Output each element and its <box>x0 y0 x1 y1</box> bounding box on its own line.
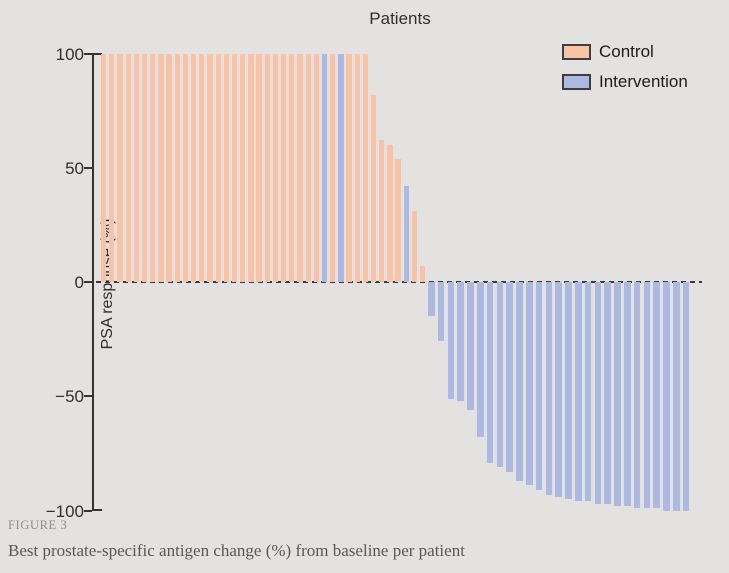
patient-bar-control <box>240 53 246 282</box>
legend-item-control: Control <box>562 42 688 62</box>
patient-bar-control <box>346 53 352 282</box>
figure-caption: Best prostate-specific antigen change (%… <box>8 541 465 560</box>
patient-bar-control <box>248 53 254 282</box>
patient-bar-control <box>370 94 377 282</box>
patient-bar-intervention <box>477 282 484 438</box>
patient-bar-control <box>330 53 336 282</box>
patient-bar-intervention <box>633 282 641 509</box>
patient-bar-control <box>289 53 295 282</box>
zero-baseline-dashed <box>96 281 702 283</box>
y-axis-spine <box>92 53 94 511</box>
patient-bar-control <box>150 53 156 282</box>
patient-bar-control <box>354 53 360 282</box>
y-tick-label: −50 <box>55 387 84 407</box>
patient-bar-intervention <box>506 282 513 472</box>
patient-bar-control <box>158 53 164 282</box>
y-tick-label: 50 <box>65 158 84 178</box>
patient-bar-control <box>125 53 131 282</box>
patient-bar-control <box>190 53 197 282</box>
patient-bar-intervention <box>437 282 445 342</box>
patient-bar-intervention <box>526 282 533 486</box>
axis-bottom-cap <box>92 509 102 511</box>
patient-bar-intervention <box>673 282 680 511</box>
y-tick-label: −100 <box>45 501 84 521</box>
patient-bar-intervention <box>565 282 572 500</box>
patient-bar-control <box>395 158 401 282</box>
patient-bar-intervention <box>338 53 344 282</box>
legend-item-intervention: Intervention <box>562 72 688 92</box>
patient-bar-intervention <box>496 282 504 468</box>
patient-bar-control <box>166 53 172 282</box>
patient-bar-control <box>231 53 238 282</box>
chart-title: Patients <box>369 9 431 28</box>
patient-bar-control <box>387 144 393 282</box>
patient-bar-intervention <box>653 282 660 509</box>
y-tick <box>84 166 92 169</box>
patient-bar-intervention <box>575 282 582 502</box>
patient-bar-intervention <box>535 282 543 490</box>
y-tick <box>84 281 92 283</box>
patient-bar-intervention <box>604 282 611 504</box>
y-tick-label: 100 <box>55 44 84 64</box>
patient-bar-control <box>141 53 148 282</box>
patient-bar-control <box>272 53 279 282</box>
patient-bar-control <box>362 53 369 282</box>
patient-bar-intervention <box>516 282 523 481</box>
figure-number-label: FIGURE 3 <box>8 518 68 532</box>
legend-label-control: Control <box>599 42 654 61</box>
patient-bar-intervention <box>682 282 690 511</box>
patient-bar-intervention <box>663 282 670 511</box>
y-tick <box>84 395 92 398</box>
patient-bar-intervention <box>643 282 651 509</box>
patient-bar-intervention <box>467 282 474 410</box>
y-tick <box>84 509 92 512</box>
patient-bar-intervention <box>321 53 328 282</box>
patient-bar-control <box>215 53 221 282</box>
patient-bar-control <box>379 140 385 282</box>
patient-bar-intervention <box>614 282 621 506</box>
patient-bar-control <box>223 53 229 282</box>
patient-bar-control <box>109 53 115 282</box>
patient-bar-intervention <box>447 282 455 399</box>
patient-bar-control <box>117 53 123 282</box>
patient-bar-intervention <box>545 282 553 495</box>
intervention-swatch <box>562 74 591 90</box>
patient-bar-control <box>297 53 303 282</box>
patient-bar-intervention <box>624 282 631 506</box>
patient-bar-control <box>207 53 213 282</box>
patient-bar-intervention <box>403 186 409 282</box>
axis-top-cap <box>92 53 102 55</box>
patient-bar-control <box>174 53 180 282</box>
patient-bar-control <box>182 53 189 282</box>
plot-area: PSA response (%) 100 50 0 −50 −100 <box>46 46 706 520</box>
legend: Control Intervention <box>562 42 688 102</box>
patient-bar-control <box>313 53 319 282</box>
patient-bar-intervention <box>486 282 494 463</box>
patient-bar-intervention <box>428 282 435 317</box>
control-swatch <box>562 44 591 60</box>
patient-bar-control <box>264 53 270 282</box>
patient-bar-control <box>101 53 107 282</box>
patient-bar-control <box>411 211 418 282</box>
patient-bar-control <box>199 53 205 282</box>
patient-bar-control <box>280 53 287 282</box>
patient-bar-intervention <box>457 282 464 401</box>
patient-bar-control <box>133 53 140 282</box>
y-tick <box>84 52 92 55</box>
y-tick-label: 0 <box>74 273 84 292</box>
patient-bar-control <box>256 53 262 282</box>
patient-bar-intervention <box>555 282 562 497</box>
patient-bar-control <box>305 53 311 282</box>
patient-bar-intervention <box>594 282 602 504</box>
legend-label-intervention: Intervention <box>599 72 688 91</box>
patient-bar-control <box>420 266 426 282</box>
patient-bar-intervention <box>584 282 592 502</box>
